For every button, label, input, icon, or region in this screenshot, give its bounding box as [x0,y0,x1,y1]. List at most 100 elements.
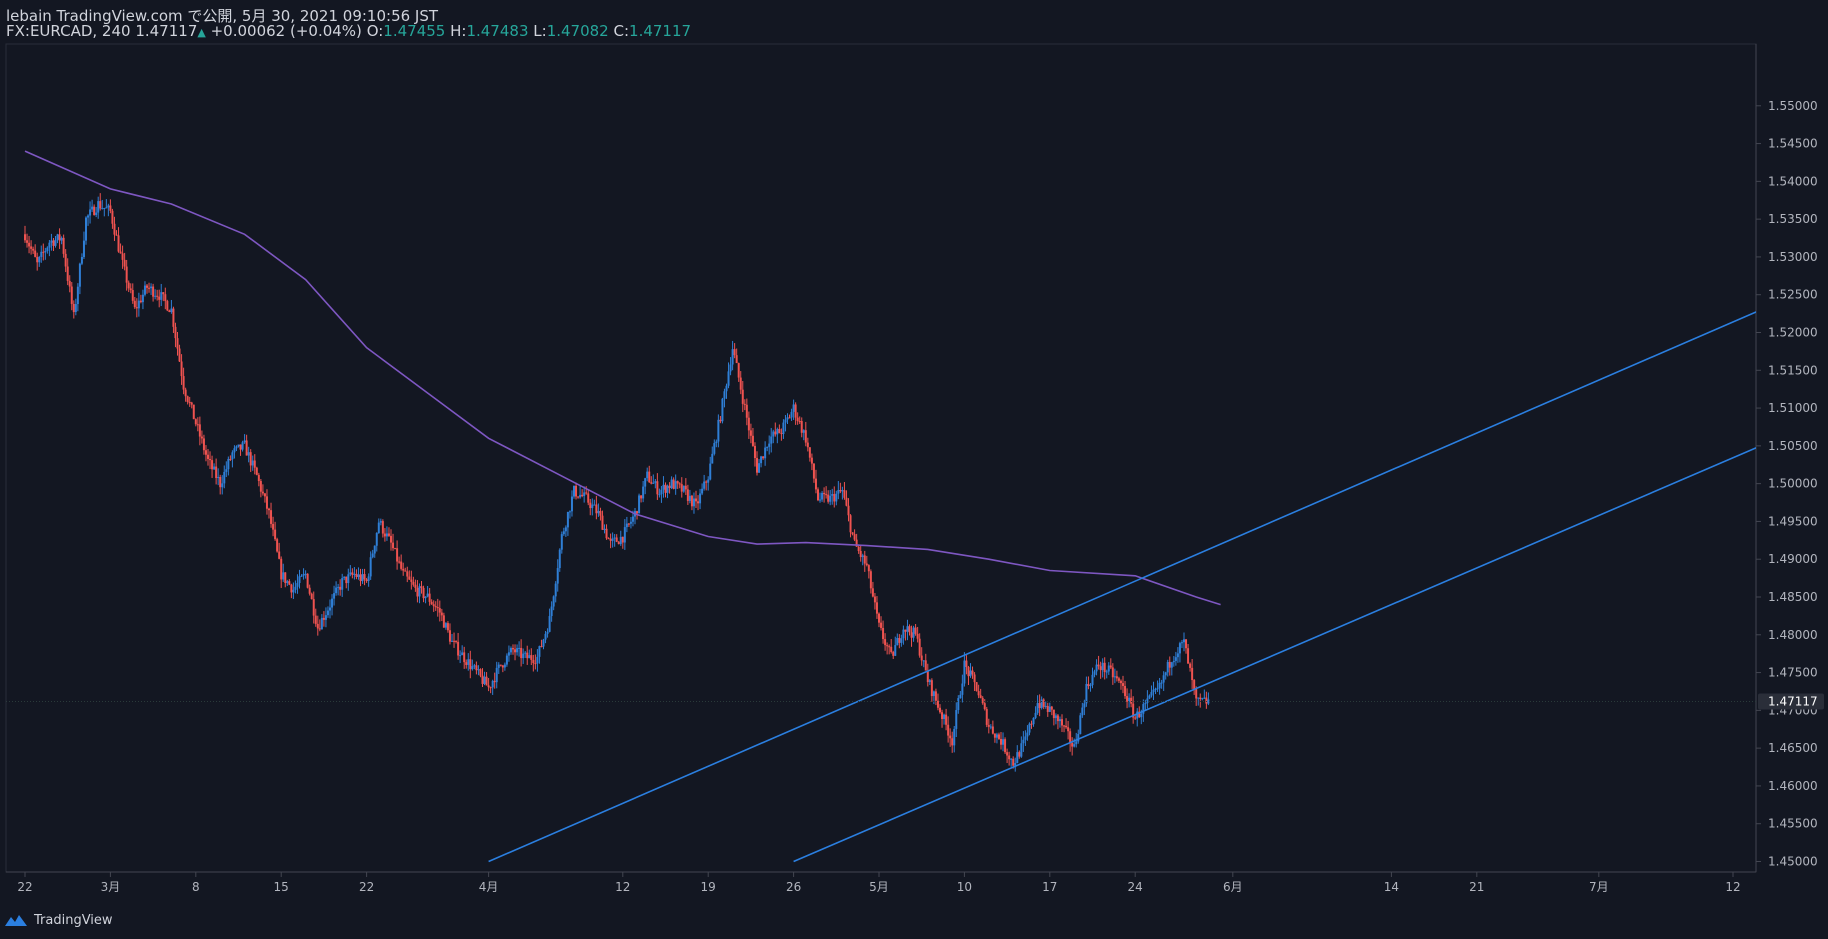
candle [1061,714,1063,732]
candle-body [1189,663,1192,668]
candle [221,475,224,495]
candle-body [300,575,303,577]
candle [1014,757,1017,772]
candle [422,585,425,603]
candle-body [457,641,460,656]
candle-body [408,576,411,580]
candle [451,633,453,642]
candle-body [703,481,706,489]
candle [231,450,234,468]
candle [916,626,919,643]
candle [259,478,262,498]
candle-body [1058,719,1061,722]
price-chart[interactable]: 1.55000 1.54500 1.54000 1.53500 1.53000 1.525… [0,42,1828,904]
candle [129,283,132,294]
candle [892,650,895,659]
candle-body [847,505,850,516]
candle [981,696,984,705]
candle [928,678,931,685]
candle [849,514,852,538]
candle-body [282,572,285,580]
candle [406,566,409,583]
candle-body [1119,680,1122,684]
candle [465,659,468,669]
candle [186,395,189,405]
candle [46,246,49,254]
candle-body [587,493,590,503]
candle-body [991,726,994,734]
candle [489,686,492,694]
candle [859,545,862,562]
candle-body [1061,719,1063,726]
candle [1203,689,1206,700]
candle-body [760,456,763,464]
candle [367,573,370,587]
candle-body [888,646,891,648]
candle-body [688,495,691,501]
candle-body [345,576,348,584]
candle-body [1014,763,1017,766]
candle-body [766,446,769,448]
candle-body [276,539,279,552]
candle [341,573,344,597]
candle-body [790,411,793,418]
candle-body [137,300,140,309]
candle [101,199,104,210]
candle [607,537,610,540]
candle [70,281,73,311]
candle [453,632,456,648]
candle [300,574,303,577]
candle [638,493,641,514]
price-tick-label: 1.54000 [1768,174,1818,188]
candle-body [414,584,417,588]
candle [95,206,98,218]
candle [947,716,950,743]
open-value: 1.47455 [383,22,446,40]
candle-body [835,493,838,502]
candle [522,648,525,664]
candle-body [93,206,96,215]
candle-body [939,707,941,713]
candle [650,476,653,485]
candle-body [467,659,470,665]
candle-body [1144,703,1147,705]
publish-line: lebain TradingView.com で公開, 5月 30, 2021 … [6,7,439,25]
candle [481,668,484,687]
candle-body [225,469,228,472]
candle-body [715,441,718,444]
candle-body [682,485,685,492]
candle-body [38,256,41,263]
candle [774,422,777,437]
candle [1109,658,1112,670]
candle [168,309,171,313]
trendline-2[interactable] [793,442,1770,863]
price-tick-label: 1.52000 [1768,326,1818,340]
trendline-1[interactable] [488,306,1770,863]
candle-body [636,511,639,514]
candle-body [1089,685,1092,687]
candle [286,579,289,586]
candle [123,252,126,271]
candle-body [1052,709,1055,719]
candle [640,495,643,503]
candle [560,531,563,554]
candle-body [855,539,858,547]
candle-body [310,593,313,600]
candle [847,498,850,522]
candle-body [662,484,665,490]
candle-body [825,494,828,496]
candle-body [440,612,443,616]
candle-body [751,435,754,446]
candle [731,340,734,371]
candle [34,244,37,258]
candle-body [1191,667,1194,681]
candle-body [625,523,628,528]
candle-body [184,389,187,397]
candle [611,532,614,548]
candle-body [318,628,321,630]
candle [365,577,368,583]
candle [778,424,781,434]
candle [575,482,578,500]
candle-body [603,528,606,530]
candle [1115,670,1118,682]
